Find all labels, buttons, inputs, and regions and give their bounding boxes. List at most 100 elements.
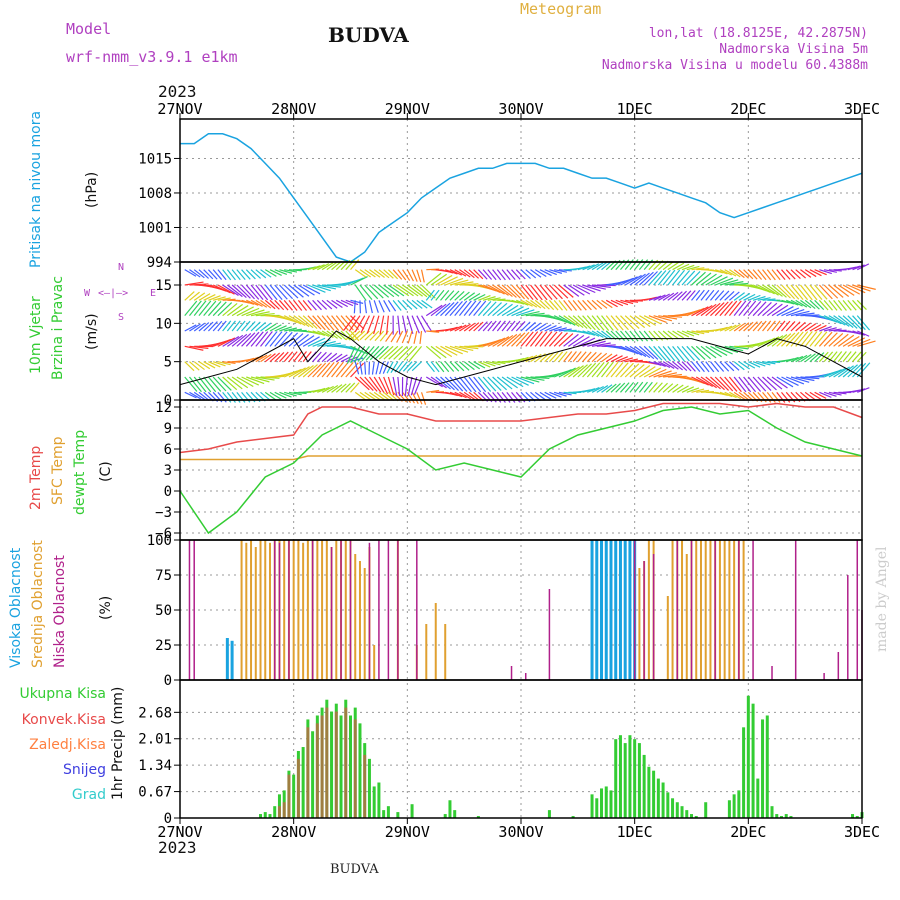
wind-vector [804, 353, 816, 363]
pressure-tick-label: 1008 [138, 186, 172, 202]
wind-vector [809, 323, 822, 332]
wind-vector [544, 269, 557, 276]
wind-vector [506, 376, 524, 388]
wind-vector [563, 351, 573, 363]
wind-vector [426, 389, 440, 393]
wind-vector [408, 345, 423, 362]
wind-vector [823, 391, 837, 397]
wind-vector [582, 315, 596, 331]
wind-vector [638, 271, 654, 286]
wind-vector [463, 322, 476, 332]
wind-vector [648, 382, 658, 393]
wind-vector [705, 274, 723, 286]
wind-vector [255, 269, 267, 279]
wind-vector [781, 376, 799, 386]
wind-vector [236, 269, 246, 280]
wind-vector [681, 270, 696, 286]
wind-vector [402, 269, 411, 281]
wind-vector [482, 320, 493, 332]
wind-vector [312, 299, 322, 311]
wind-vector [814, 269, 827, 276]
wind-vector [809, 352, 821, 363]
wind-vector [790, 355, 804, 363]
wind-vector [828, 299, 838, 311]
wind-vector [781, 307, 800, 317]
wind-vector [279, 391, 292, 398]
wind-vector [837, 365, 854, 378]
wind-vector [385, 315, 389, 335]
wind-vector [346, 346, 356, 364]
wind-vector [364, 391, 376, 401]
wind-vector [625, 299, 639, 303]
wind-vector [828, 391, 842, 396]
wind-vector [212, 296, 226, 301]
wind-vector [468, 293, 481, 301]
wind-vector [553, 391, 567, 397]
wind-vector [350, 346, 361, 364]
wind-vector [766, 320, 776, 332]
wind-vector [226, 269, 236, 281]
precip-bar [296, 758, 300, 818]
wind-vector [676, 290, 687, 301]
wind-vector [814, 391, 827, 399]
wind-vector [284, 327, 297, 332]
wind-vector [217, 376, 232, 391]
pressure-line [180, 133, 863, 263]
precip-bar [609, 790, 613, 818]
cloud-bar [671, 540, 674, 680]
wind-vector [298, 335, 315, 347]
wind-vector [463, 361, 475, 371]
wind-vector [700, 376, 717, 389]
wind-vector [241, 307, 260, 317]
wind-vector [634, 259, 644, 271]
wind-vector [757, 320, 767, 332]
wind-vector [274, 391, 287, 399]
wind-vector [302, 299, 312, 311]
wind-vector [378, 300, 385, 313]
wind-vector [662, 330, 674, 340]
wind-vector [260, 391, 271, 402]
wind-vector [790, 269, 801, 280]
pressure-tick-label: 994 [147, 255, 172, 271]
wind-vector [269, 269, 282, 276]
wind-vector [714, 345, 733, 355]
wind-vector [392, 299, 402, 311]
precip-bar [642, 754, 646, 818]
wind-vector [738, 322, 750, 332]
cloud-bar [714, 540, 716, 680]
wind-vector [388, 345, 404, 360]
wind-vector [430, 345, 447, 359]
wind-vector [596, 361, 610, 378]
temp2m-label: 2m Temp [28, 445, 44, 510]
cloud-bar [510, 666, 513, 680]
cloud-bar [690, 540, 693, 680]
wind-vector [203, 294, 216, 301]
wind-vector [189, 391, 202, 400]
precip-bar [282, 802, 286, 818]
wind-vector [544, 325, 557, 332]
wind-vector [401, 330, 408, 344]
wind-vector [396, 330, 404, 343]
wind-vector [217, 302, 233, 317]
wind-vector [852, 388, 866, 393]
wind-vector [530, 331, 543, 347]
cloud-bar [397, 540, 399, 680]
time-label-top: 1DEC [617, 100, 653, 118]
wind-vector [312, 362, 327, 378]
wind-vector [814, 284, 828, 300]
precip-bar [671, 798, 675, 818]
wind-vector [402, 361, 413, 372]
wind-vector [733, 391, 746, 400]
wind-vector [657, 345, 671, 362]
wind-vector [345, 356, 359, 363]
wind-vector [596, 299, 608, 309]
wind-vector [696, 389, 710, 393]
wind-vector [487, 361, 501, 366]
wind-vector [383, 345, 399, 360]
year-top: 2023 [158, 82, 197, 101]
cloud-bar [306, 540, 309, 680]
wind-vector [662, 361, 675, 369]
wind-vector [393, 345, 408, 360]
wind-vector [345, 382, 356, 393]
wind-vector [454, 345, 474, 352]
